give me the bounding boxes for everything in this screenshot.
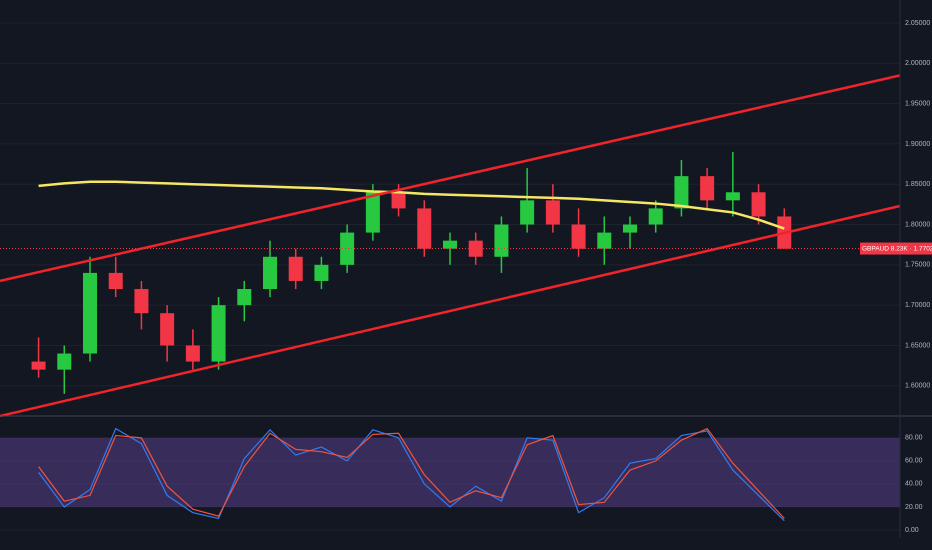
moving-average	[38, 180, 785, 230]
candle-body	[365, 192, 380, 233]
last-price-tag	[860, 242, 932, 255]
marks	[0, 74, 901, 522]
channel-line	[0, 74, 901, 283]
y-tick-label: 1.70000	[905, 302, 930, 309]
grid	[0, 22, 900, 531]
candle-body	[443, 240, 457, 249]
y-tick-label: 1.75000	[905, 262, 930, 269]
y-tick-label: 40.00	[905, 481, 923, 488]
candle-body	[494, 224, 509, 257]
candle-body	[108, 272, 123, 290]
candle-body	[751, 192, 766, 217]
candle-body	[674, 176, 689, 209]
stochastic-band	[0, 437, 900, 507]
y-tick-label: 1.90000	[905, 141, 930, 148]
candle-body	[160, 313, 175, 346]
last-price-label: GBPAUD 8.23K · 1.77021	[862, 245, 932, 252]
labels: 2.05000 2.00000 1.95000 1.90000 1.85000 1.800…	[860, 20, 932, 534]
y-tick-label: 20.00	[905, 504, 923, 511]
candle-body	[417, 208, 432, 249]
y-tick-label: 80.00	[905, 435, 923, 442]
y-tick-label: 60.00	[905, 458, 923, 465]
candle-body	[725, 192, 740, 201]
candle-body	[263, 256, 277, 290]
candle-body	[391, 192, 406, 209]
channel-line	[0, 204, 901, 418]
candle-body	[31, 361, 46, 370]
stochastic-line	[38, 427, 785, 519]
candle-body	[288, 256, 303, 281]
y-tick-label: 1.60000	[905, 383, 930, 390]
candle-body	[545, 200, 560, 225]
candle-body	[520, 200, 535, 225]
stochastic-line	[38, 427, 785, 522]
y-tick-label: 1.95000	[905, 100, 930, 107]
y-tick-label: 1.65000	[905, 342, 930, 349]
candle-body	[83, 272, 97, 354]
candle-body	[597, 232, 612, 249]
candle-body	[134, 289, 149, 314]
candle-body	[468, 240, 483, 257]
candle-body	[340, 232, 355, 265]
y-tick-label: 2.00000	[905, 60, 930, 67]
candle-body	[237, 289, 252, 306]
candle-body	[571, 224, 586, 249]
y-tick-label: 2.05000	[905, 20, 930, 27]
candle-body	[57, 353, 72, 370]
candle-body	[700, 176, 715, 201]
y-tick-label: 1.85000	[905, 181, 930, 188]
y-tick-label: 0.00	[905, 527, 919, 534]
candle-body	[211, 305, 226, 362]
candle-body	[648, 208, 663, 225]
y-tick-label: 1.80000	[905, 221, 930, 228]
candle-body	[623, 224, 637, 233]
candle-body	[185, 345, 200, 362]
candle-body	[314, 264, 329, 281]
